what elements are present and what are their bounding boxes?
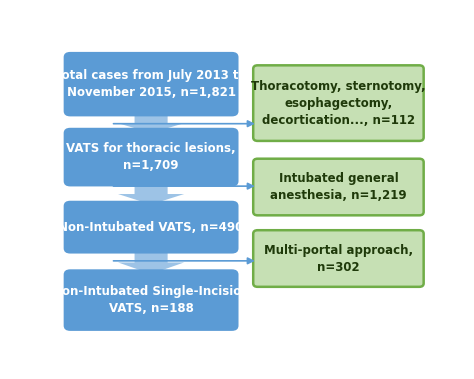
FancyBboxPatch shape — [64, 52, 238, 116]
Text: Non-Intubated VATS, n=490: Non-Intubated VATS, n=490 — [58, 221, 244, 233]
FancyBboxPatch shape — [64, 201, 238, 254]
Text: Non-Intubated Single-Incision
VATS, n=188: Non-Intubated Single-Incision VATS, n=18… — [52, 285, 250, 315]
Text: Thoracotomy, sternotomy,
esophagectomy,
decortication..., n=112: Thoracotomy, sternotomy, esophagectomy, … — [251, 80, 426, 127]
Text: VATS for thoracic lesions,
n=1,709: VATS for thoracic lesions, n=1,709 — [66, 142, 236, 172]
Polygon shape — [118, 248, 184, 274]
Polygon shape — [118, 181, 184, 205]
FancyBboxPatch shape — [253, 65, 424, 141]
Text: Multi-portal approach,
n=302: Multi-portal approach, n=302 — [264, 244, 413, 274]
FancyBboxPatch shape — [64, 269, 238, 331]
Text: Intubated general
anesthesia, n=1,219: Intubated general anesthesia, n=1,219 — [270, 172, 407, 202]
FancyBboxPatch shape — [253, 230, 424, 287]
Polygon shape — [118, 111, 184, 133]
FancyBboxPatch shape — [64, 128, 238, 186]
Text: Total cases from July 2013 to
November 2015, n=1,821: Total cases from July 2013 to November 2… — [55, 69, 247, 99]
FancyBboxPatch shape — [253, 159, 424, 215]
